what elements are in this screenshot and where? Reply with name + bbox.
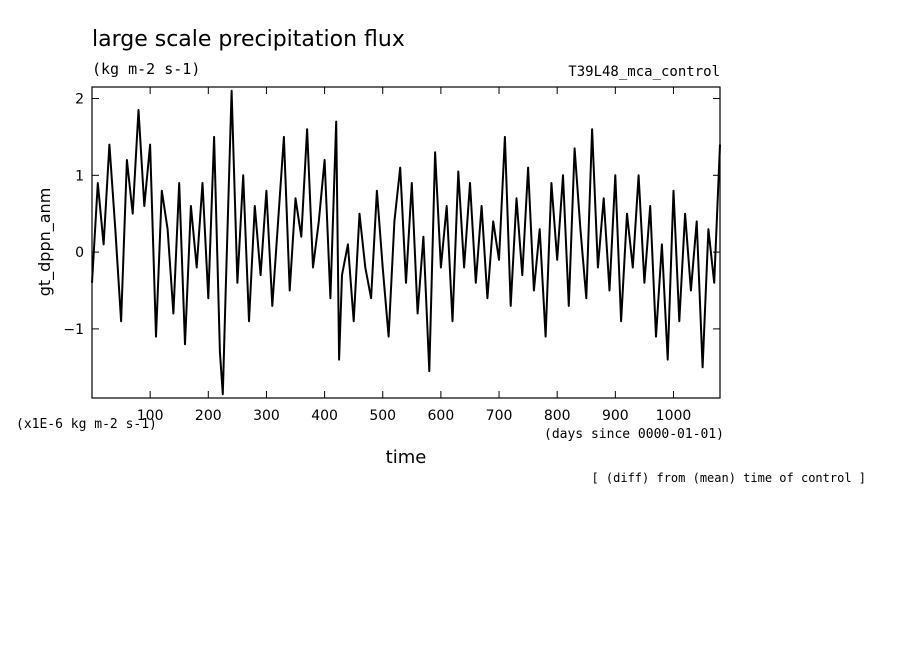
series-line [91,89,721,396]
chart-subtitle: (kg m-2 s-1) [92,60,200,78]
series-layer [91,89,721,396]
y-tick-label: 0 [75,245,84,261]
y-tick-label: 2 [75,92,84,108]
chart-title: large scale precipitation flux [92,27,405,52]
run-label: T39L48_mca_control [568,64,720,80]
x-tick-label: 900 [602,408,629,424]
plot-frame [91,86,721,399]
x-axis-ticks: 100 200 300 400 500 600 700 800 900 1000 [137,87,692,424]
x-tick-label: 300 [253,408,280,424]
x-axis-label: time [386,447,427,468]
x-tick-label: 700 [486,408,513,424]
x-tick-label: 100 [137,408,164,424]
y-tick-label: 1 [75,168,84,184]
y-axis-label: gt_dppn_anm [35,188,55,297]
x-unit-note: (days since 0000-01-01) [544,427,724,442]
x-tick-label: 500 [369,408,396,424]
y-tick-label: −1 [63,322,84,338]
x-tick-label: 600 [428,408,455,424]
footnote: [ (diff) from (mean) time of control ] [591,471,866,485]
x-tick-label: 200 [195,408,222,424]
x-tick-label: 800 [544,408,571,424]
x-tick-label: 400 [311,408,338,424]
x-tick-label: 1000 [656,408,692,424]
y-unit-note: (x1E-6 kg m-2 s-1) [16,417,157,432]
